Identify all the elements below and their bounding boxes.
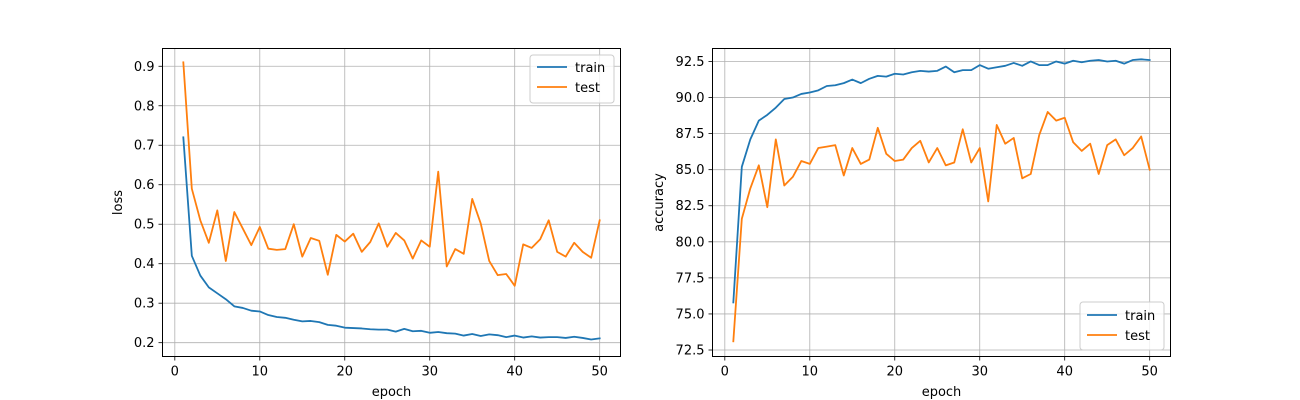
accuracy-axes-frame [712,48,1171,357]
accuracy-legend-train-label: train [1125,309,1155,324]
accuracy-legend: train test [1079,301,1165,351]
loss-y-tick-label: 0.3 [134,297,155,312]
accuracy-x-tick-label: 50 [1141,365,1158,380]
accuracy-x-tick-label: 10 [802,365,819,380]
loss-y-tick-label: 0.9 [134,60,155,75]
loss-ticks: 0 10 20 30 40 50 0.2 0.3 0.4 0.5 0.6 0.7 0.8 0.9 [134,60,608,380]
loss-x-tick-label: 10 [252,365,269,380]
loss-x-tick-label: 20 [336,365,353,380]
accuracy-test-line [732,111,1151,343]
loss-y-tick-label: 0.8 [134,99,155,114]
accuracy-y-tick-label: 77.5 [676,271,705,286]
accuracy-y-tick-label: 90.0 [676,91,705,106]
accuracy-x-tick-label: 30 [971,365,988,380]
loss-train-line [182,136,601,341]
accuracy-y-tick-label: 72.5 [676,344,705,359]
loss-y-tick-label: 0.4 [134,257,155,272]
loss-y-tick-label: 0.2 [134,336,155,351]
accuracy-y-axis-label: accuracy [652,173,667,232]
loss-y-axis-label: loss [111,190,126,215]
accuracy-y-tick-label: 75.0 [676,307,705,322]
loss-x-tick-label: 40 [506,365,523,380]
accuracy-x-tick-label: 20 [886,365,903,380]
accuracy-x-tick-label: 40 [1056,365,1073,380]
loss-y-tick-label: 0.7 [134,139,155,154]
accuracy-x-tick-label: 0 [721,365,729,380]
accuracy-legend-test-label: test [1125,329,1150,344]
loss-axes-frame [162,48,621,357]
accuracy-x-axis-label: epoch [922,385,962,400]
loss-chart: 0 10 20 30 40 50 0.2 0.3 0.4 0.5 0.6 0.7 0.8 0.9 epoc… [111,48,621,400]
loss-x-tick-label: 30 [421,365,438,380]
accuracy-y-tick-label: 92.5 [676,55,705,70]
loss-legend-test-label: test [575,81,600,96]
loss-x-tick-label: 50 [591,365,608,380]
accuracy-chart: 0 10 20 30 40 50 72.5 75.0 77.5 80.0 82.5 85.0 87.5 9… [652,48,1171,400]
loss-x-axis-label: epoch [372,385,412,400]
accuracy-legend-box [1079,301,1165,351]
accuracy-ticks: 0 10 20 30 40 50 72.5 75.0 77.5 80.0 82.5 85.0 87.5 9… [676,55,1158,380]
loss-series [182,61,601,341]
accuracy-y-tick-label: 87.5 [676,127,705,142]
accuracy-y-tick-label: 82.5 [676,199,705,214]
loss-legend-train-label: train [575,61,605,76]
accuracy-series [732,58,1151,343]
loss-test-line [182,61,601,287]
accuracy-y-tick-label: 85.0 [676,163,705,178]
loss-grid [162,48,621,357]
accuracy-train-line [732,58,1151,304]
loss-legend: train test [529,54,615,104]
accuracy-y-tick-label: 80.0 [676,235,705,250]
loss-y-tick-label: 0.5 [134,218,155,233]
loss-y-tick-label: 0.6 [134,178,155,193]
accuracy-grid [712,48,1171,357]
loss-x-tick-label: 0 [171,365,179,380]
